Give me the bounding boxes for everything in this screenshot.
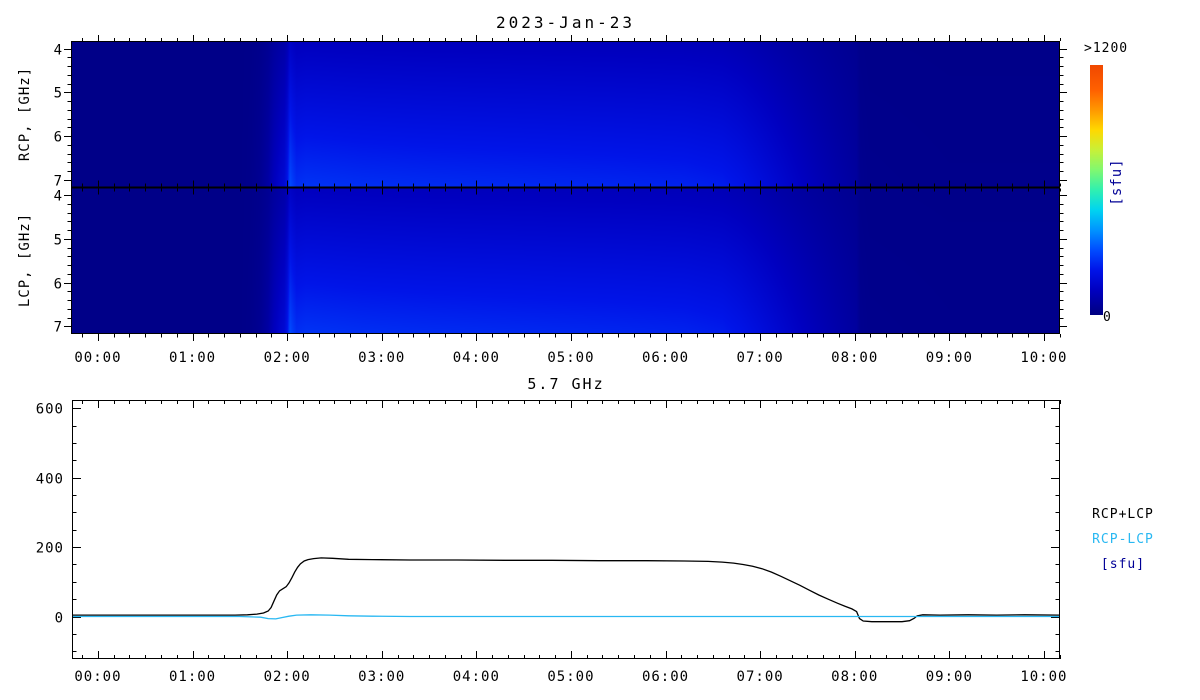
time-tick-label: 02:00 <box>264 669 311 685</box>
time-tick-label: 03:00 <box>358 350 405 366</box>
legend-rcp-minus-lcp: RCP-LCP <box>1092 532 1154 547</box>
lineplot-box <box>72 400 1060 659</box>
time-tick-label: 10:00 <box>1020 669 1067 685</box>
curve-rcp-minus-lcp <box>73 614 1059 620</box>
time-tick-label: 09:00 <box>926 350 973 366</box>
freq-tick-label: 5 <box>54 86 63 102</box>
time-tick-label: 06:00 <box>642 350 689 366</box>
freq-tick-label: 7 <box>54 174 63 190</box>
legend-unit-label: [sfu] <box>1100 557 1146 572</box>
time-tick-label: 01:00 <box>169 350 216 366</box>
freq-tick-label: 7 <box>54 320 63 336</box>
time-tick-label: 08:00 <box>831 669 878 685</box>
time-tick-label: 08:00 <box>831 350 878 366</box>
time-tick-label: 04:00 <box>453 669 500 685</box>
time-tick-label: 00:00 <box>74 350 121 366</box>
freq-tick-label: 4 <box>54 43 63 59</box>
time-tick-label: 07:00 <box>737 669 784 685</box>
lcp-axis-label: LCP, [GHz] <box>17 212 33 308</box>
colorbar-min-label: 0 <box>1103 310 1112 325</box>
time-tick-label: 05:00 <box>547 350 594 366</box>
lineplot-legend: RCP+LCP RCP-LCP [sfu] <box>1080 507 1166 582</box>
time-tick-label: 01:00 <box>169 669 216 685</box>
flux-tick-label: 600 <box>36 402 64 418</box>
lineplot-title: 5.7 GHz <box>527 375 605 393</box>
time-tick-label: 00:00 <box>74 669 121 685</box>
rcp-axis-label: RCP, [GHz] <box>17 66 33 162</box>
lcp-spectrogram-canvas <box>71 188 1060 334</box>
legend-rcp-plus-lcp: RCP+LCP <box>1092 507 1154 522</box>
time-tick-label: 07:00 <box>737 350 784 366</box>
time-tick-label: 09:00 <box>926 669 973 685</box>
colorbar-unit-label: [sfu] <box>1109 158 1125 206</box>
time-tick-label: 06:00 <box>642 669 689 685</box>
time-tick-label: 04:00 <box>453 350 500 366</box>
freq-tick-label: 6 <box>54 130 63 146</box>
rcp-spectrogram-canvas <box>71 42 1060 187</box>
colorbar-max-label: >1200 <box>1084 41 1129 56</box>
freq-tick-label: 5 <box>54 233 63 249</box>
flux-tick-label: 0 <box>55 611 64 627</box>
time-tick-label: 02:00 <box>264 350 311 366</box>
time-tick-label: 05:00 <box>547 669 594 685</box>
flux-tick-label: 400 <box>36 472 64 488</box>
freq-tick-label: 6 <box>54 277 63 293</box>
time-tick-label: 03:00 <box>358 669 405 685</box>
flux-tick-label: 200 <box>36 541 64 557</box>
freq-tick-label: 4 <box>54 189 63 205</box>
time-tick-label: 10:00 <box>1020 350 1067 366</box>
spectrogram-title: 2023-Jan-23 <box>496 13 635 32</box>
curve-rcp-plus-lcp <box>73 557 1059 623</box>
colorbar <box>1090 65 1103 315</box>
